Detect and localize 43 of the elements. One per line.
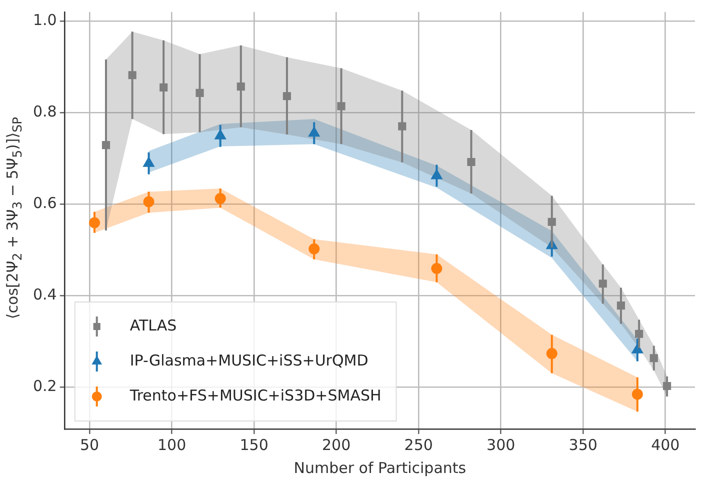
point — [236, 82, 245, 91]
x-tick-label: 300 — [486, 436, 516, 454]
point — [632, 388, 643, 400]
x-tick-label: 50 — [80, 436, 100, 454]
point — [308, 243, 320, 254]
x-tick-label: 200 — [322, 436, 351, 454]
point — [467, 158, 476, 166]
x-tick-label: 250 — [404, 436, 433, 454]
x-tick-label: 350 — [568, 436, 598, 454]
point — [635, 330, 644, 338]
legend-label: IP-Glasma+MUSIC+iSS+UrQMD — [130, 351, 368, 370]
y-tick-label: 0.6 — [32, 194, 57, 212]
point — [143, 156, 154, 167]
x-tick-label: 100 — [157, 436, 186, 454]
point — [282, 92, 292, 100]
point — [546, 348, 558, 360]
x-tick-label: 400 — [651, 436, 680, 454]
point — [128, 71, 136, 80]
point — [548, 218, 556, 226]
y-tick-label: 0.2 — [32, 376, 57, 395]
point — [616, 302, 625, 310]
y-tick-label: 0.8 — [32, 102, 57, 120]
point — [102, 141, 110, 150]
point — [650, 354, 658, 362]
point — [431, 263, 442, 274]
point — [430, 169, 442, 180]
point — [662, 382, 672, 390]
point — [308, 126, 320, 137]
x-tick-label: 150 — [240, 436, 268, 454]
point — [398, 122, 406, 130]
point — [214, 129, 226, 140]
y-tick-label: 0.4 — [32, 285, 57, 304]
point — [598, 280, 607, 288]
legend-label: Trento+FS+MUSIC+iS3D+SMASH — [128, 386, 382, 404]
x-axis-title: Number of Participants — [294, 458, 466, 477]
point — [88, 217, 100, 228]
point — [160, 83, 168, 92]
point — [214, 193, 226, 204]
y-tick-label: 1.0 — [32, 11, 57, 30]
point — [143, 196, 154, 208]
point — [337, 102, 346, 110]
point — [196, 88, 204, 97]
legend-label: ATLAS — [130, 316, 177, 334]
